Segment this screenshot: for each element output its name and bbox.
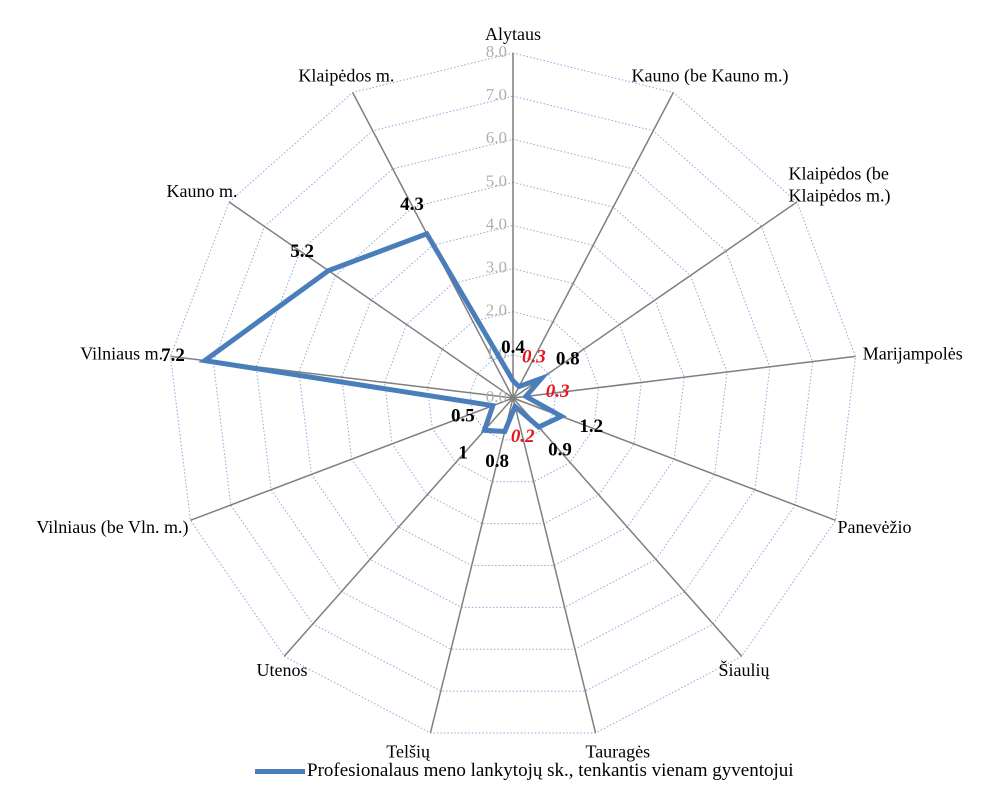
data-label: 7.2 xyxy=(161,345,185,366)
spoke xyxy=(512,92,674,399)
tick-label: 8.0 xyxy=(486,42,507,61)
data-label: 0.3 xyxy=(546,381,570,402)
data-label: 0.8 xyxy=(556,349,580,370)
category-label: Utenos xyxy=(256,660,308,681)
spoke xyxy=(512,355,856,399)
tick-label: 7.0 xyxy=(486,85,507,104)
spoke xyxy=(190,397,514,522)
category-label: Telšių xyxy=(386,741,431,762)
category-label: Kauno m. xyxy=(166,181,238,202)
data-label: 0.5 xyxy=(451,405,475,426)
legend-swatch xyxy=(255,768,305,774)
grid-ring xyxy=(384,268,642,525)
series-line xyxy=(198,230,567,435)
data-label: 0.2 xyxy=(511,426,535,447)
data-label: 1 xyxy=(458,443,468,464)
tick-label: 6.0 xyxy=(486,128,507,147)
category-label: Alytaus xyxy=(485,24,541,44)
category-label: Vilniaus (be Vln. m.) xyxy=(36,517,189,538)
data-label: 0.9 xyxy=(548,439,572,460)
spoke xyxy=(512,397,743,657)
grid-ring xyxy=(212,95,814,692)
data-label: 5.2 xyxy=(290,241,314,262)
category-label: Šiaulių xyxy=(718,660,770,681)
data-label: 4.3 xyxy=(400,194,424,215)
tick-label: 3.0 xyxy=(486,258,507,277)
tick-label: 4.0 xyxy=(486,214,507,233)
legend-label: Profesionalaus meno lankytojų sk., tenka… xyxy=(307,760,794,781)
category-label: Tauragės xyxy=(585,741,651,762)
spoke xyxy=(283,397,514,657)
category-label: Panevėžio xyxy=(837,517,912,538)
tick-label: 2.0 xyxy=(486,301,507,320)
category-label: Klaipėdos (be Klaipėdos m.) xyxy=(788,163,891,206)
spoke xyxy=(512,397,597,734)
category-label: Marijampolės xyxy=(862,344,963,365)
grid-ring xyxy=(341,224,685,566)
spoke xyxy=(512,397,836,522)
category-label: Vilniaus m. xyxy=(80,344,164,365)
grid-ring xyxy=(170,52,856,734)
tick-label: 0.0 xyxy=(486,387,507,406)
tick-label: 5.0 xyxy=(486,171,507,190)
grid-ring xyxy=(469,354,557,441)
spoke xyxy=(512,201,798,399)
legend: Profesionalaus meno lankytojų sk., tenka… xyxy=(255,760,794,782)
spoke xyxy=(228,201,514,399)
category-label: Kauno (be Kauno m.) xyxy=(631,65,789,86)
category-label: Klaipėdos m. xyxy=(298,65,395,86)
data-label: 0.8 xyxy=(485,451,509,472)
spoke xyxy=(429,397,514,734)
grid-ring xyxy=(255,138,771,650)
data-label: 1.2 xyxy=(579,416,603,437)
data-label: 0.4 xyxy=(501,337,525,358)
data-label: 0.3 xyxy=(522,347,546,368)
